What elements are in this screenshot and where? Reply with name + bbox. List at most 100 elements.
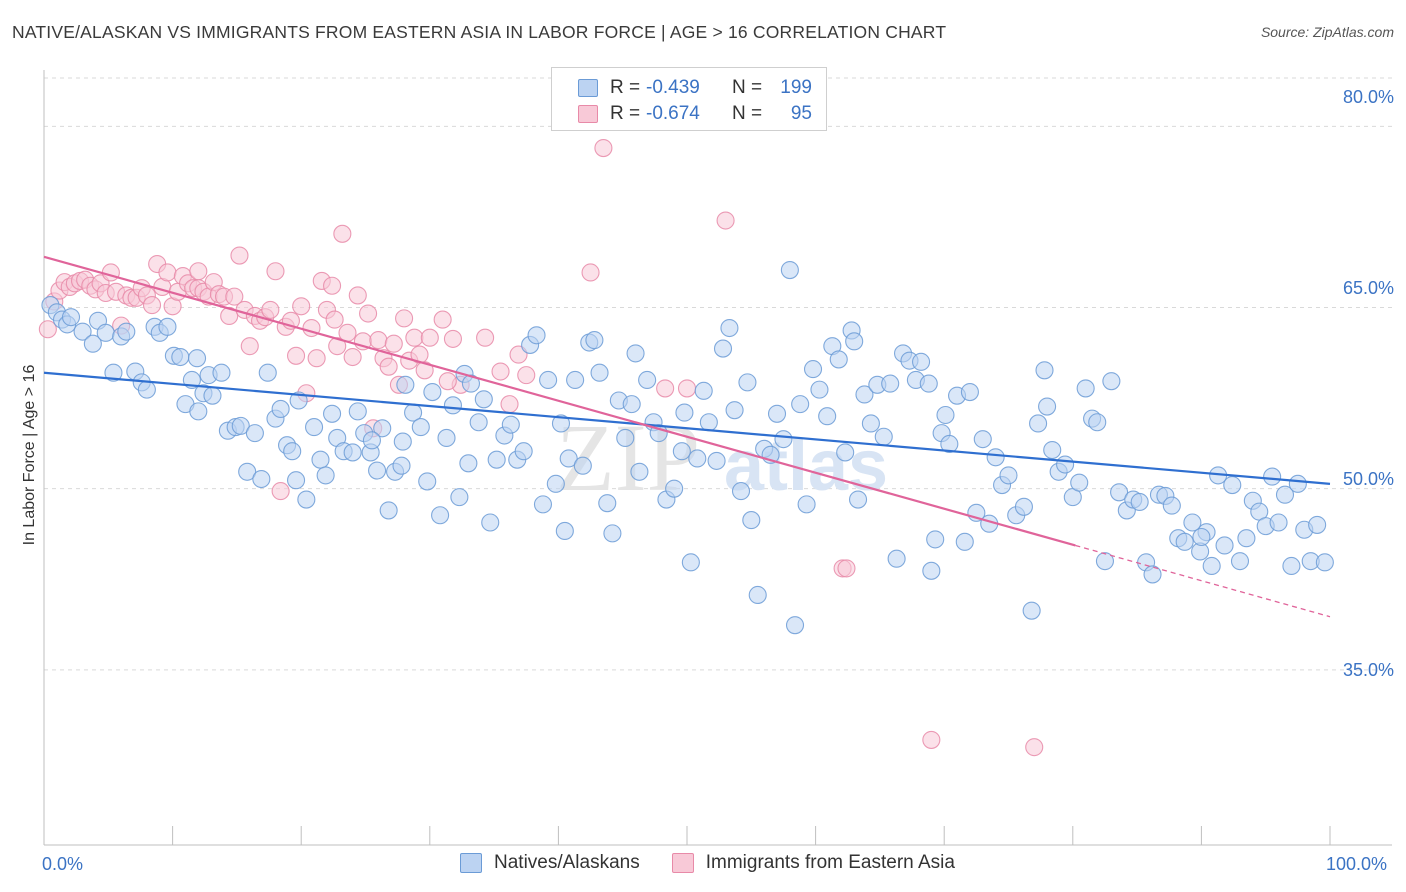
natives-point bbox=[533, 495, 553, 514]
natives-point bbox=[396, 375, 415, 394]
natives-point bbox=[1288, 474, 1307, 493]
natives-point bbox=[189, 402, 208, 421]
natives-point bbox=[638, 370, 657, 390]
natives-point bbox=[231, 416, 250, 435]
natives-point bbox=[829, 350, 848, 369]
immigrants-point bbox=[325, 310, 344, 329]
natives-point bbox=[1230, 552, 1250, 571]
natives-point bbox=[1183, 513, 1202, 532]
natives-point bbox=[305, 418, 324, 437]
natives-point bbox=[1202, 556, 1221, 576]
natives-point bbox=[323, 404, 342, 423]
natives-point bbox=[461, 374, 481, 393]
natives-point bbox=[469, 413, 488, 432]
natives-point bbox=[960, 382, 979, 402]
immigrants-point bbox=[230, 246, 249, 265]
natives-point bbox=[1315, 553, 1334, 572]
natives-point bbox=[566, 370, 585, 390]
r-value: -0.439 bbox=[646, 77, 700, 98]
r-value: -0.674 bbox=[646, 103, 700, 124]
r-label: R = bbox=[610, 103, 641, 124]
natives-point bbox=[603, 524, 622, 543]
immigrants-point bbox=[716, 211, 735, 230]
natives-point bbox=[748, 585, 767, 605]
natives-point bbox=[61, 308, 81, 327]
natives-point bbox=[316, 466, 335, 485]
immigrants-point bbox=[384, 334, 403, 353]
natives-point bbox=[559, 449, 578, 468]
natives-point bbox=[423, 382, 442, 402]
immigrants-point bbox=[405, 328, 424, 347]
natives-point bbox=[379, 501, 398, 520]
immigrants-point bbox=[491, 362, 510, 381]
immigrants-point bbox=[158, 263, 177, 282]
natives-point bbox=[973, 430, 992, 449]
n-value: 95 bbox=[790, 103, 812, 124]
natives-point bbox=[731, 482, 751, 501]
natives-point bbox=[861, 414, 880, 433]
natives-trend-line bbox=[43, 371, 1331, 485]
natives-point bbox=[1110, 483, 1129, 502]
legend-row-immigrants: R = -0.674 N = 95 bbox=[578, 102, 812, 126]
natives-point bbox=[252, 469, 271, 489]
natives-point bbox=[836, 443, 855, 462]
natives-point bbox=[713, 339, 733, 358]
natives-point bbox=[83, 334, 102, 353]
immigrants-point bbox=[433, 310, 452, 329]
natives-point bbox=[392, 456, 411, 475]
immigrants-point bbox=[343, 347, 362, 367]
natives-point bbox=[137, 380, 156, 399]
immigrants-point bbox=[359, 304, 378, 323]
natives-point bbox=[767, 404, 787, 423]
natives-point bbox=[555, 521, 574, 541]
natives-point bbox=[1035, 361, 1054, 380]
natives-point bbox=[73, 322, 92, 341]
natives-point bbox=[1192, 527, 1211, 547]
immigrants-point bbox=[509, 345, 528, 364]
immigrants-point bbox=[189, 262, 208, 281]
natives-point bbox=[699, 413, 718, 432]
natives-point bbox=[675, 403, 694, 422]
natives-point bbox=[348, 402, 367, 421]
natives-point bbox=[245, 424, 264, 443]
immigrants-point bbox=[266, 262, 285, 281]
natives-point bbox=[368, 461, 387, 480]
natives-point bbox=[271, 399, 290, 419]
natives-point bbox=[1162, 496, 1181, 515]
legend-item-immigrants: Immigrants from Eastern Asia bbox=[671, 852, 955, 874]
natives-point bbox=[437, 428, 456, 447]
immigrants-point bbox=[101, 263, 120, 282]
natives-point bbox=[573, 456, 592, 475]
series-legend: Natives/Alaskans Immigrants from Eastern… bbox=[460, 852, 987, 874]
immigrants-point bbox=[420, 328, 439, 347]
natives-point bbox=[501, 415, 520, 434]
legend-label-immigrants: Immigrants from Eastern Asia bbox=[705, 852, 955, 873]
x-tick-min: 0.0% bbox=[42, 854, 84, 874]
immigrants-point bbox=[328, 337, 347, 356]
natives-point bbox=[418, 472, 437, 491]
n-label: N = bbox=[732, 77, 763, 98]
n-value: 199 bbox=[780, 77, 812, 98]
immigrants-point bbox=[1025, 738, 1044, 757]
legend-label-natives: Natives/Alaskans bbox=[494, 852, 640, 873]
n-label: N = bbox=[732, 103, 763, 124]
x-tick-max: 100.0% bbox=[1326, 854, 1388, 874]
correlation-legend: R = -0.439 N = 199 R = -0.674 N = 95 bbox=[551, 67, 827, 131]
natives-point bbox=[1038, 397, 1057, 416]
natives-point bbox=[551, 414, 571, 433]
immigrants-point bbox=[395, 309, 414, 328]
natives-point bbox=[343, 443, 362, 462]
natives-point bbox=[810, 380, 829, 399]
natives-point bbox=[912, 352, 931, 371]
legend-swatch-pink-icon bbox=[578, 105, 598, 123]
natives-point bbox=[742, 511, 761, 530]
natives-point bbox=[922, 561, 941, 580]
immigrants-trend-line bbox=[43, 255, 1076, 547]
natives-point bbox=[791, 395, 810, 414]
natives-point bbox=[774, 430, 793, 449]
natives-point bbox=[527, 326, 546, 345]
natives-point bbox=[450, 488, 469, 507]
natives-point bbox=[1043, 440, 1062, 460]
immigrants-point bbox=[438, 372, 457, 391]
natives-point bbox=[590, 363, 609, 382]
